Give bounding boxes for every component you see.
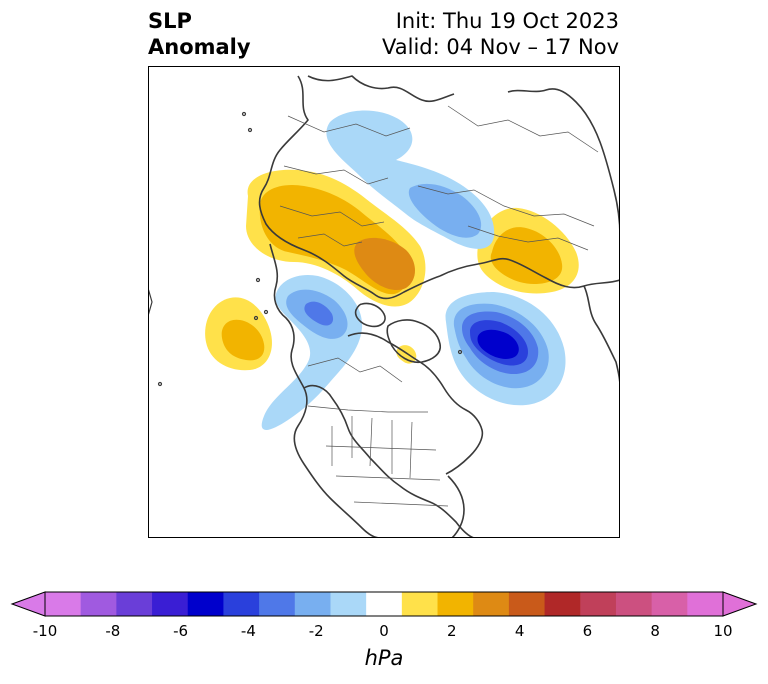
colorbar-segment — [651, 592, 688, 616]
colorbar — [10, 591, 758, 617]
colorbar-segment — [401, 592, 439, 616]
colorbar-tick-label: -4 — [240, 622, 256, 640]
positive-anomaly-europe — [246, 169, 426, 307]
colorbar-tick-label: 2 — [447, 622, 457, 640]
coastlines — [258, 75, 620, 538]
islands — [148, 111, 463, 387]
colorbar-unit: hPa — [364, 646, 404, 670]
colorbar-segment — [187, 592, 224, 616]
colorbar-segment — [544, 592, 581, 616]
map-frame — [148, 66, 620, 538]
negative-anomaly-alaska — [261, 274, 363, 430]
map-title: SLP Anomaly — [148, 8, 251, 60]
colorbar-extend-high — [722, 591, 758, 617]
negative-anomaly-barents — [326, 110, 495, 249]
positive-anomaly-siberia — [477, 207, 579, 294]
colorbar-frame — [44, 591, 724, 617]
colorbar-tick-label: -2 — [308, 622, 324, 640]
colorbar-segment — [223, 592, 260, 616]
colorbar-segment — [152, 592, 189, 616]
colorbar-ticks: -10 -8 -6 -4 -2 0 2 4 6 8 10 — [0, 622, 768, 642]
colorbar-segment — [259, 592, 296, 616]
title-line-1: SLP — [148, 9, 192, 33]
colorbar-segments — [45, 592, 724, 616]
negative-anomaly-atlantic — [445, 292, 566, 406]
positive-anomaly-pacific — [205, 297, 272, 371]
colorbar-segment — [508, 592, 546, 616]
political-borders — [279, 105, 599, 507]
title-line-2: Anomaly — [148, 35, 251, 59]
colorbar-segment — [366, 592, 403, 616]
colorbar-tick-label: 6 — [582, 622, 593, 640]
valid-range: Valid: 04 Nov – 17 Nov — [382, 35, 619, 59]
colorbar-tick-label: 10 — [713, 622, 733, 640]
colorbar-tick-label: 4 — [514, 622, 525, 640]
colorbar-tick-label: 8 — [650, 622, 660, 640]
colorbar-extend-low — [10, 591, 46, 617]
colorbar-tick-label: 0 — [379, 622, 389, 640]
forecast-dates: Init: Thu 19 Oct 2023 Valid: 04 Nov – 17… — [382, 8, 619, 60]
colorbar-segment — [437, 592, 474, 616]
colorbar-segment — [116, 592, 153, 616]
colorbar-segment — [473, 592, 510, 616]
slp-anomaly-map — [148, 66, 620, 538]
colorbar-segment — [45, 592, 82, 616]
colorbar-segment — [330, 592, 367, 616]
colorbar-tick-label: -10 — [32, 622, 58, 640]
colorbar-segment — [580, 592, 617, 616]
colorbar-segment — [615, 592, 653, 616]
colorbar-tick-label: -6 — [173, 622, 189, 640]
colorbar-tick-label: -8 — [105, 622, 121, 640]
init-date: Init: Thu 19 Oct 2023 — [395, 9, 619, 33]
colorbar-segment — [80, 592, 117, 616]
colorbar-segment — [294, 592, 331, 616]
colorbar-segment — [687, 592, 724, 616]
